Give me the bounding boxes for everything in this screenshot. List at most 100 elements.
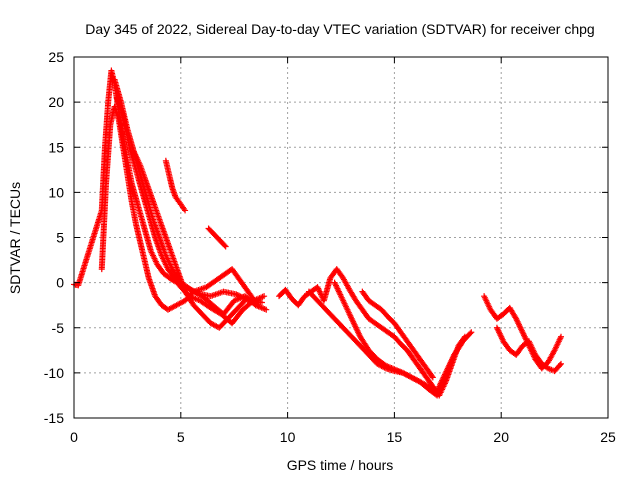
sample-marker: [213, 276, 220, 283]
sample-marker: [136, 237, 143, 244]
sample-marker: [231, 308, 238, 315]
x-axis-title: GPS time / hours: [287, 457, 394, 473]
series-track: [305, 288, 475, 399]
sample-marker: [211, 232, 218, 239]
sample-marker: [504, 307, 511, 314]
sample-marker: [557, 335, 564, 342]
sample-marker: [177, 201, 184, 208]
sample-marker: [428, 371, 435, 378]
sample-marker: [168, 251, 175, 258]
sample-marker: [158, 251, 165, 258]
sample-marker: [458, 339, 465, 346]
sample-marker: [338, 322, 344, 329]
sample-marker: [151, 232, 158, 239]
y-tick-label: -15: [44, 410, 64, 426]
sample-marker: [355, 340, 362, 347]
sample-marker: [346, 331, 353, 338]
sample-marker: [287, 293, 294, 300]
sample-marker: [181, 287, 188, 294]
sample-marker: [395, 338, 402, 345]
x-tick-label: 15: [387, 429, 403, 445]
data-points: [71, 67, 565, 399]
sample-marker: [197, 308, 204, 315]
sample-marker: [205, 317, 212, 324]
sample-marker: [138, 187, 145, 194]
sample-marker: [347, 314, 354, 321]
sample-marker: [517, 345, 524, 352]
sample-marker: [441, 371, 448, 378]
sample-marker: [364, 344, 371, 351]
sample-marker: [555, 363, 562, 370]
y-tick-label: 15: [48, 139, 64, 155]
x-tick-label: 10: [280, 429, 296, 445]
sample-marker: [339, 296, 346, 303]
sample-marker: [395, 326, 402, 333]
sample-marker: [119, 111, 126, 118]
sample-marker: [237, 309, 244, 316]
sample-marker: [542, 363, 549, 370]
sample-marker: [376, 304, 383, 311]
sample-marker: [216, 236, 223, 243]
sample-marker: [466, 331, 473, 338]
series-track: [359, 288, 436, 381]
sample-marker: [492, 313, 499, 320]
sample-marker: [165, 169, 172, 176]
sample-marker: [134, 201, 141, 208]
sample-marker: [240, 298, 247, 305]
sample-marker: [536, 358, 543, 365]
sample-marker: [132, 165, 139, 172]
sample-marker: [388, 331, 395, 338]
sample-marker: [428, 373, 435, 380]
sample-marker: [312, 295, 319, 302]
sample-marker: [147, 246, 154, 253]
sample-marker: [357, 304, 364, 311]
sample-marker: [248, 299, 255, 306]
y-tick-label: 25: [48, 49, 64, 65]
sample-marker: [143, 178, 150, 185]
sample-marker: [188, 299, 195, 306]
x-tick-label: 0: [70, 429, 78, 445]
sample-marker: [229, 300, 236, 307]
sample-marker: [372, 354, 379, 361]
y-tick-label: 10: [48, 184, 64, 200]
sample-marker: [174, 196, 181, 203]
sample-marker: [145, 210, 152, 217]
sample-marker: [185, 285, 192, 292]
sample-marker: [181, 205, 188, 212]
sample-marker: [389, 365, 396, 372]
sample-marker: [207, 227, 214, 234]
sample-marker: [369, 300, 376, 307]
sample-marker: [136, 160, 143, 167]
sample-marker: [458, 340, 465, 347]
y-tick-label: 5: [56, 230, 64, 246]
sample-marker: [369, 318, 376, 325]
sample-marker: [171, 192, 178, 199]
sample-marker: [415, 353, 422, 360]
sample-marker: [415, 362, 422, 369]
sample-marker: [421, 371, 428, 378]
sample-marker: [497, 313, 504, 320]
sample-marker: [408, 353, 415, 360]
y-tick-label: 20: [48, 94, 64, 110]
sample-marker: [231, 291, 238, 298]
sample-marker: [408, 344, 415, 351]
sample-marker: [261, 306, 268, 313]
sample-marker: [511, 313, 518, 320]
sample-marker: [259, 293, 266, 300]
sample-marker: [380, 360, 387, 367]
chart-title: Day 345 of 2022, Sidereal Day-to-day VTE…: [85, 21, 594, 37]
sample-marker: [205, 303, 212, 310]
sample-marker: [329, 313, 336, 320]
x-tick-label: 20: [493, 429, 509, 445]
sample-marker: [518, 327, 525, 334]
sample-marker: [155, 214, 162, 221]
series-track: [130, 148, 248, 331]
series-track: [331, 279, 466, 394]
sample-marker: [363, 295, 370, 302]
sample-marker: [398, 369, 405, 376]
sample-marker: [168, 183, 175, 190]
y-axis-title: SDTVAR / TECUs: [7, 182, 23, 294]
sample-marker: [338, 272, 345, 279]
sample-marker: [162, 304, 169, 311]
